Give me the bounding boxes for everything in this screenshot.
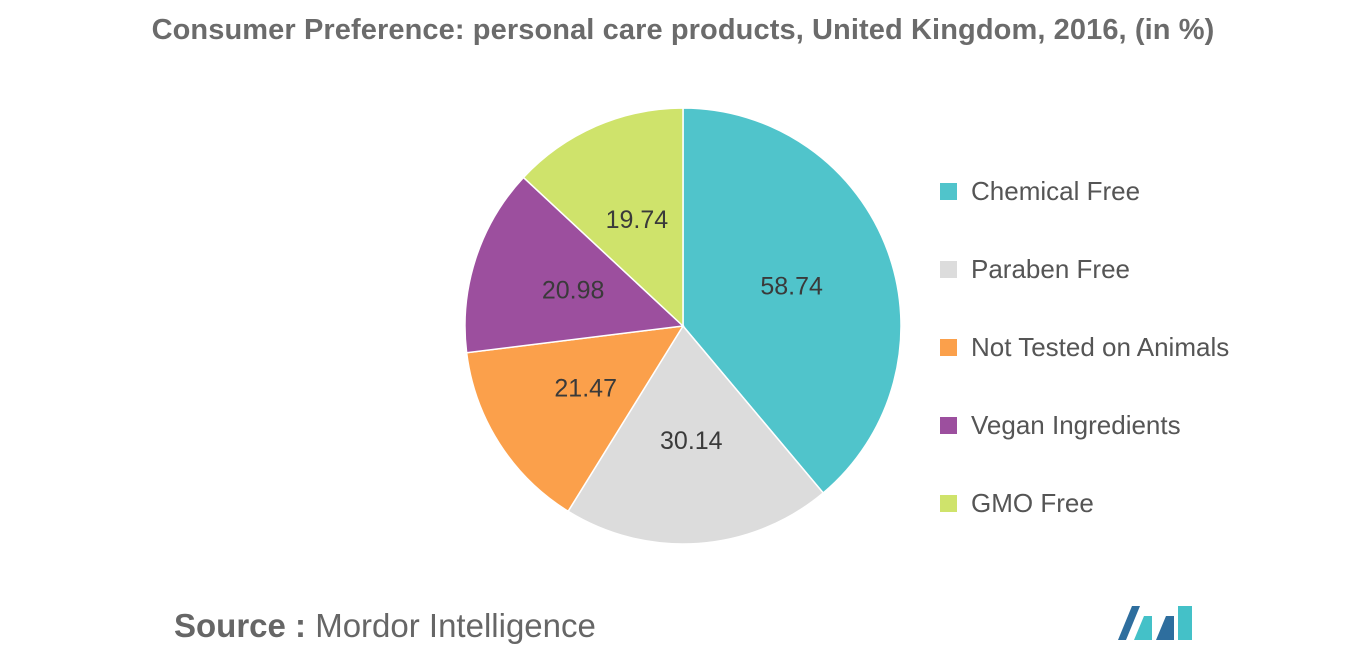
legend-item-paraben-free[interactable]: Paraben Free bbox=[940, 230, 1229, 308]
pie-slice-paraben-free[interactable] bbox=[567, 324, 825, 545]
legend-swatch bbox=[940, 494, 957, 512]
legend-label: Chemical Free bbox=[971, 175, 1141, 206]
chart-title: Consumer Preference: personal care produ… bbox=[151, 14, 1215, 46]
legend-item-not-tested-on-animals[interactable]: Not Tested on Animals bbox=[940, 308, 1229, 386]
pie-data-labels: 58.74 30.14 21.47 20.98 19.74 bbox=[542, 206, 823, 455]
legend-swatch bbox=[940, 260, 957, 278]
pie-slice-not-tested-on-animals[interactable] bbox=[465, 325, 685, 513]
legend-label: Not Tested on Animals bbox=[971, 331, 1230, 362]
legend-label: Paraben Free bbox=[971, 253, 1130, 284]
pie-slice-vegan-ingredients[interactable] bbox=[464, 176, 685, 354]
chart-legend: Chemical Free Paraben Free Not Tested on… bbox=[940, 152, 1229, 542]
pie-slices bbox=[464, 107, 902, 545]
legend-item-vegan-ingredients[interactable]: Vegan Ingredients bbox=[940, 386, 1229, 464]
pie-data-label: 21.47 bbox=[554, 374, 617, 402]
pie-slice-chemical-free[interactable] bbox=[682, 107, 902, 495]
pie-data-label: 30.14 bbox=[660, 427, 723, 455]
pie-slice-gmo-free[interactable] bbox=[522, 107, 684, 328]
legend-swatch bbox=[940, 182, 957, 200]
mordor-intelligence-logo-icon bbox=[1118, 606, 1192, 640]
legend-swatch bbox=[940, 416, 957, 434]
legend-label: Vegan Ingredients bbox=[971, 409, 1181, 440]
pie-data-label: 20.98 bbox=[542, 276, 605, 304]
source-prefix: Source : bbox=[174, 607, 307, 644]
pie-data-label: 19.74 bbox=[606, 206, 669, 234]
source-note: Source : Mordor Intelligence bbox=[174, 607, 596, 645]
source-name: Mordor Intelligence bbox=[315, 607, 596, 644]
legend-item-chemical-free[interactable]: Chemical Free bbox=[940, 152, 1229, 230]
legend-swatch bbox=[940, 338, 957, 356]
pie-data-label: 58.74 bbox=[760, 273, 823, 301]
legend-label: GMO Free bbox=[971, 487, 1094, 518]
legend-item-gmo-free[interactable]: GMO Free bbox=[940, 464, 1229, 542]
